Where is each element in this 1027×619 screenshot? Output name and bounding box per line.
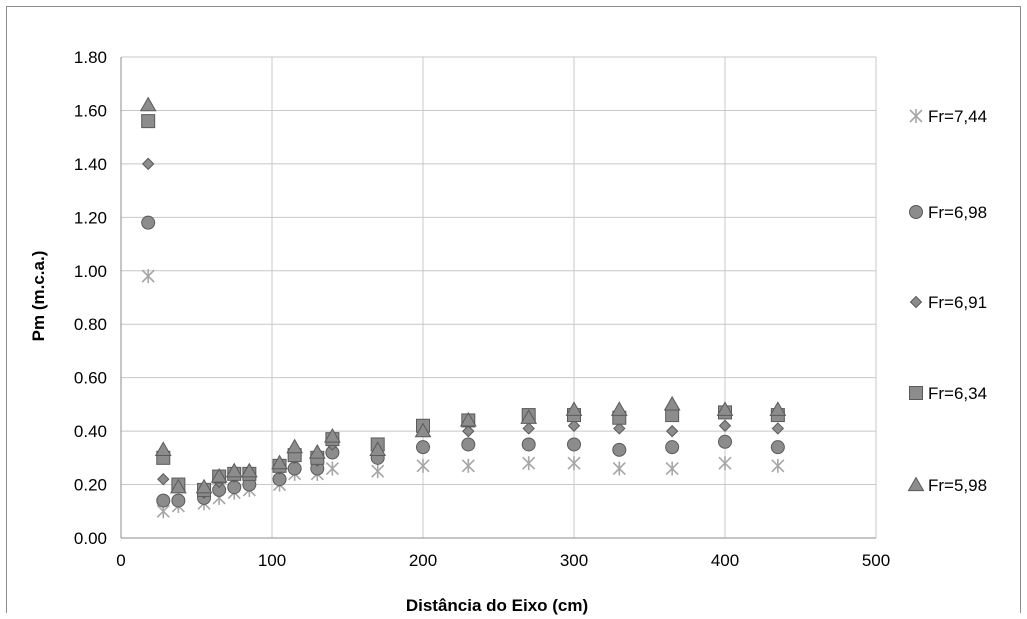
legend: Fr=7,44 Fr=6,98 Fr=6,91 Fr=6,34 Fr=5,98 bbox=[907, 107, 987, 495]
x-axis-title: Distância do Eixo (cm) bbox=[406, 596, 588, 615]
data-point bbox=[565, 401, 583, 416]
y-axis-title: Pm (m.c.a.) bbox=[29, 251, 48, 342]
data-point bbox=[171, 493, 186, 508]
y-tick-label: 1.00 bbox=[74, 262, 107, 281]
y-tick-label: 0.80 bbox=[74, 315, 107, 334]
data-point bbox=[771, 422, 785, 435]
data-point bbox=[154, 441, 172, 456]
data-point bbox=[567, 456, 581, 471]
data-point bbox=[612, 461, 626, 476]
data-point bbox=[195, 478, 213, 494]
legend-marker bbox=[909, 295, 923, 309]
data-point bbox=[610, 401, 628, 416]
data-point bbox=[612, 442, 627, 457]
legend-marker bbox=[909, 386, 923, 400]
legend-label: Fr=6,91 bbox=[928, 293, 987, 312]
data-point bbox=[371, 464, 385, 479]
x-tick-label: 400 bbox=[711, 551, 739, 570]
data-point bbox=[521, 437, 536, 452]
data-point bbox=[286, 438, 304, 454]
data-point bbox=[522, 456, 536, 471]
data-point bbox=[141, 157, 155, 171]
x-tick-label: 300 bbox=[560, 551, 588, 570]
data-point bbox=[718, 434, 732, 449]
data-point bbox=[139, 96, 157, 112]
data-point bbox=[225, 462, 243, 478]
y-tick-label: 0.60 bbox=[74, 369, 107, 388]
data-point bbox=[157, 473, 170, 486]
x-tick-label: 100 bbox=[258, 551, 286, 570]
data-point bbox=[156, 493, 171, 508]
data-point bbox=[210, 468, 228, 483]
legend-item: Fr=6,91 bbox=[909, 293, 987, 312]
data-point bbox=[567, 419, 581, 432]
data-point bbox=[665, 408, 680, 423]
legend-item: Fr=5,98 bbox=[907, 476, 987, 495]
y-tick-label: 1.60 bbox=[74, 101, 107, 120]
data-point bbox=[459, 411, 477, 427]
data-points bbox=[139, 96, 787, 519]
data-point bbox=[271, 454, 288, 470]
legend-label: Fr=5,98 bbox=[928, 476, 987, 495]
data-point bbox=[416, 458, 430, 473]
data-point bbox=[461, 437, 476, 452]
y-tick-label: 0.00 bbox=[74, 529, 107, 548]
legend-marker bbox=[907, 476, 925, 492]
data-point bbox=[141, 269, 155, 284]
legend-item: Fr=7,44 bbox=[909, 107, 987, 126]
y-tick-label: 1.40 bbox=[74, 155, 107, 174]
data-point bbox=[141, 114, 156, 129]
data-point bbox=[522, 422, 535, 435]
x-tick-label: 500 bbox=[862, 551, 890, 570]
data-point bbox=[170, 478, 187, 494]
legend-marker bbox=[909, 109, 923, 123]
data-point bbox=[520, 409, 538, 424]
data-point bbox=[716, 401, 734, 416]
data-point bbox=[663, 395, 681, 411]
legend-label: Fr=6,34 bbox=[928, 384, 987, 403]
data-point bbox=[240, 462, 258, 478]
legend-marker bbox=[909, 205, 923, 219]
legend-label: Fr=7,44 bbox=[928, 107, 987, 126]
axes: 0.00 0.20 0.40 0.60 0.80 1.00 1.20 1.40 1.60 1.80… bbox=[74, 48, 890, 570]
data-point bbox=[769, 401, 787, 416]
x-tick-label: 200 bbox=[409, 551, 437, 570]
data-point bbox=[770, 440, 785, 455]
data-point bbox=[718, 419, 732, 432]
data-point bbox=[308, 443, 326, 459]
y-tick-label: 1.20 bbox=[74, 208, 107, 227]
y-tick-label: 0.40 bbox=[74, 422, 107, 441]
data-point bbox=[461, 458, 475, 473]
data-point bbox=[567, 437, 581, 452]
y-tick-label: 0.20 bbox=[74, 476, 107, 495]
legend-label: Fr=6,98 bbox=[928, 203, 987, 222]
data-point bbox=[414, 422, 432, 438]
x-tick-label: 0 bbox=[116, 551, 125, 570]
data-point bbox=[369, 441, 387, 456]
legend-item: Fr=6,34 bbox=[909, 384, 987, 403]
data-point bbox=[325, 461, 339, 476]
data-point bbox=[665, 461, 679, 476]
data-point bbox=[416, 440, 430, 455]
data-point bbox=[141, 215, 156, 230]
data-point bbox=[462, 424, 475, 438]
data-point bbox=[324, 427, 341, 443]
data-point bbox=[718, 456, 732, 471]
data-point bbox=[613, 422, 626, 435]
y-tick-label: 1.80 bbox=[74, 48, 107, 67]
data-point bbox=[771, 458, 785, 473]
legend-item: Fr=6,98 bbox=[909, 203, 987, 222]
chart-frame bbox=[6, 6, 1021, 613]
data-point bbox=[665, 424, 679, 438]
data-point bbox=[665, 440, 680, 455]
